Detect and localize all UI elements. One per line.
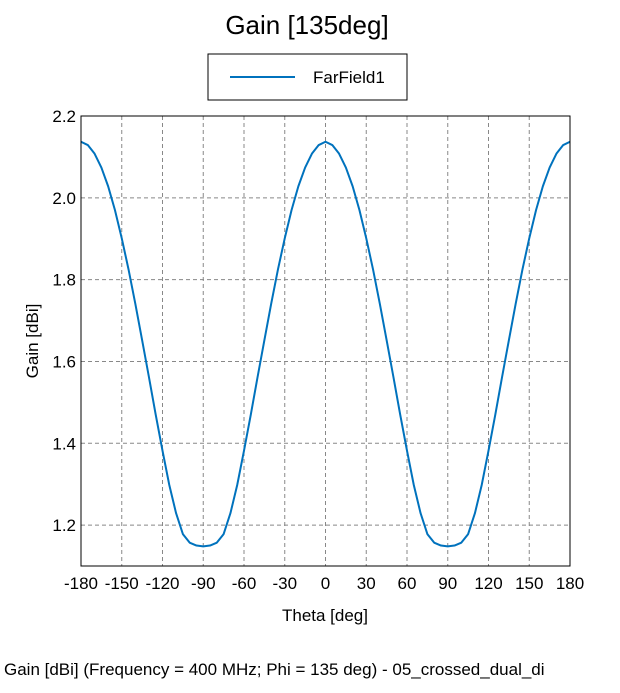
y-tick-label: 1.8 bbox=[52, 271, 76, 290]
legend-label-farfield1: FarField1 bbox=[313, 68, 385, 87]
grid bbox=[81, 116, 570, 566]
x-tick-label: -60 bbox=[232, 574, 257, 593]
x-axis-label: Theta [deg] bbox=[282, 606, 368, 625]
y-axis-label: Gain [dBi] bbox=[23, 304, 42, 379]
x-tick-label: 150 bbox=[515, 574, 543, 593]
y-tick-label: 2.0 bbox=[52, 189, 76, 208]
y-tick-label: 1.4 bbox=[52, 434, 76, 453]
legend: FarField1 bbox=[207, 53, 408, 101]
x-tick-labels: -180 -150 -120 -90 -60 -30 0 30 60 90 120 150 180 bbox=[64, 574, 584, 593]
figure-caption: Gain [dBi] (Frequency = 400 MHz; Phi = 1… bbox=[4, 660, 545, 679]
x-tick-label: -150 bbox=[105, 574, 139, 593]
chart-title: Gain [135deg] bbox=[225, 10, 388, 40]
x-tick-label: 60 bbox=[398, 574, 417, 593]
y-tick-label: 2.2 bbox=[52, 107, 76, 126]
y-tick-label: 1.2 bbox=[52, 516, 76, 535]
y-tick-label: 1.6 bbox=[52, 352, 76, 371]
x-tick-label: -180 bbox=[64, 574, 98, 593]
x-tick-label: 120 bbox=[474, 574, 502, 593]
x-tick-label: 0 bbox=[321, 574, 330, 593]
x-tick-label: 90 bbox=[438, 574, 457, 593]
y-tick-labels: 1.2 1.4 1.6 1.8 2.0 2.2 bbox=[52, 107, 76, 535]
x-tick-label: 30 bbox=[357, 574, 376, 593]
x-tick-label: -30 bbox=[272, 574, 297, 593]
x-tick-label: 180 bbox=[556, 574, 584, 593]
x-tick-label: -120 bbox=[145, 574, 179, 593]
x-tick-label: -90 bbox=[191, 574, 216, 593]
series-line-farfield1 bbox=[80, 140, 571, 548]
plot-area-frame bbox=[80, 115, 571, 567]
